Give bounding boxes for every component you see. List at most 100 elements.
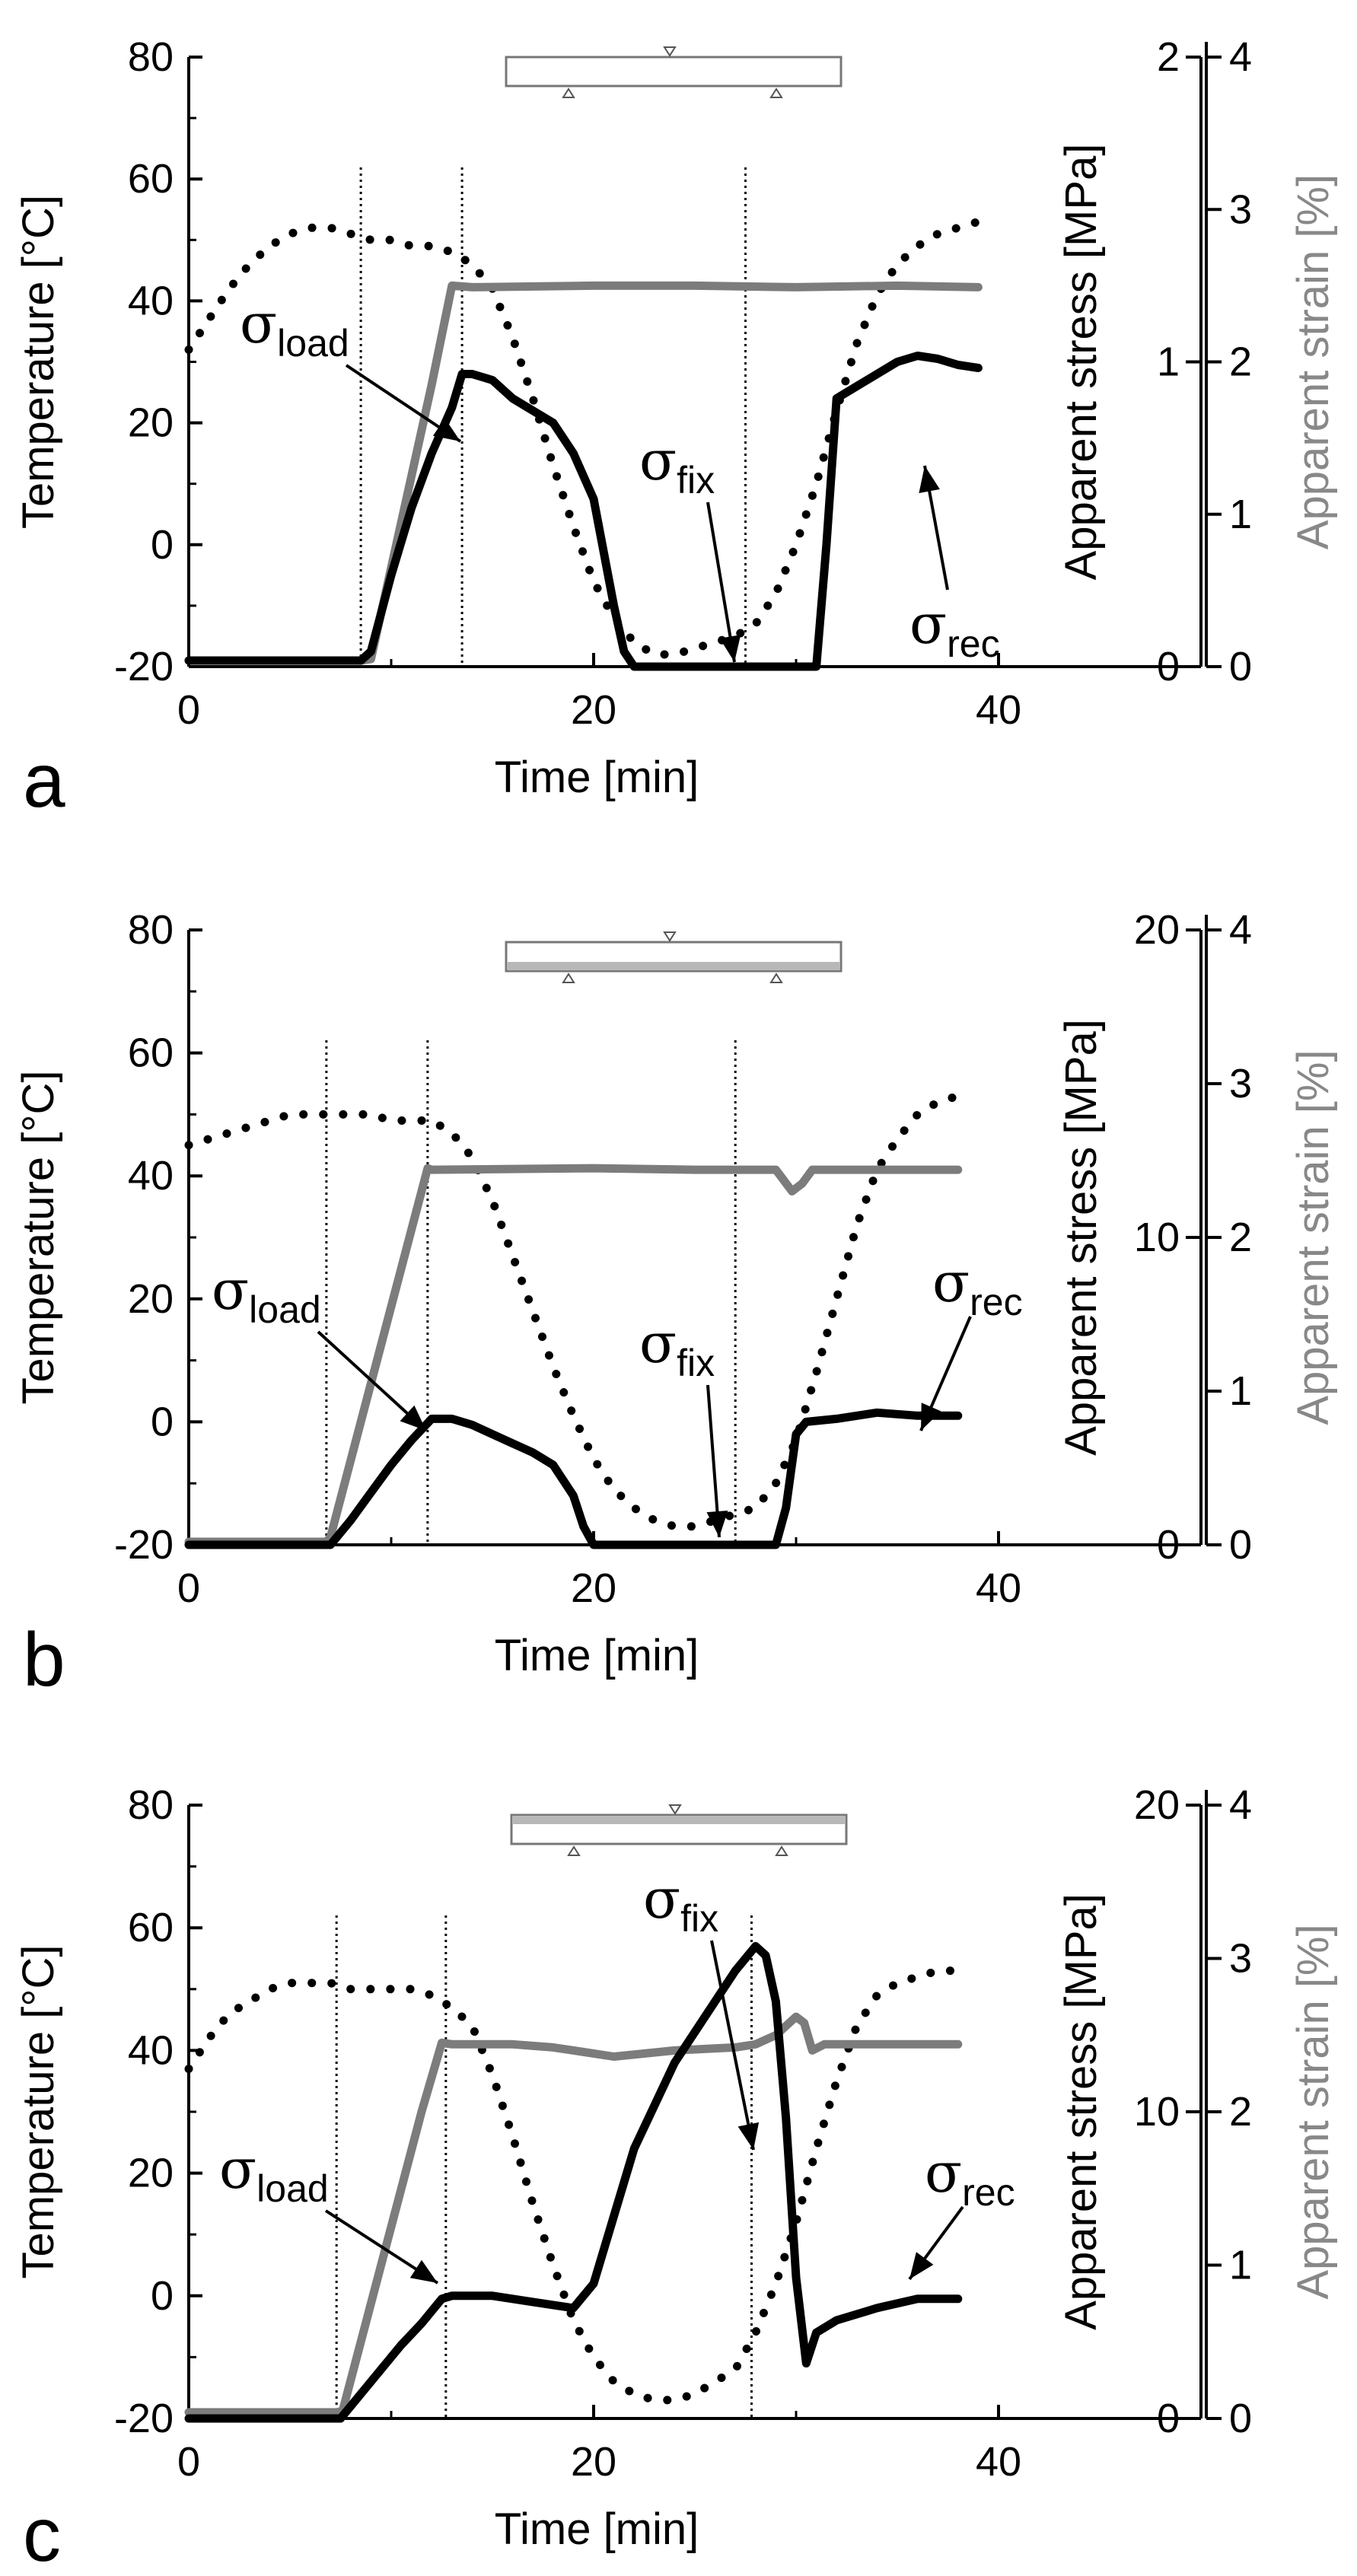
- temp-tick-label: 80: [128, 907, 174, 953]
- temperature-axis-title: Temperature [°C]: [14, 1070, 63, 1404]
- load-point-icon: [668, 1804, 682, 1815]
- temp-tick-label: -20: [114, 1522, 174, 1568]
- stress-axis-title: Apparent stress [MPa]: [1056, 1019, 1106, 1456]
- temp-tick-label: 80: [128, 1782, 174, 1828]
- x-tick-label: 20: [571, 2439, 616, 2485]
- beam-schematic-icon: [510, 1804, 848, 1856]
- strain-tick-label: 3: [1229, 186, 1252, 232]
- support-left-icon: [567, 1845, 581, 1856]
- stress-tick-label: 0: [1157, 644, 1180, 689]
- stress-axis-title: Apparent stress [MPa]: [1056, 1893, 1106, 2330]
- strain-tick-label: 4: [1229, 34, 1252, 80]
- temp-tick-label: 40: [128, 2027, 174, 2073]
- load-point-icon: [663, 931, 677, 942]
- temperature-axis-title: Temperature [°C]: [14, 1944, 63, 2278]
- x-axis-title: Time [min]: [495, 753, 699, 802]
- beam-rect: [505, 56, 843, 88]
- support-right-icon: [769, 88, 783, 98]
- strain-tick-label: 4: [1229, 1782, 1252, 1828]
- sigma-load-arrowhead: [432, 418, 460, 441]
- temp-tick-label: 20: [128, 400, 174, 446]
- temperature-series: [184, 1966, 963, 2405]
- stress-series: [184, 352, 983, 671]
- sigma-rec-arrowhead: [919, 466, 940, 493]
- strain-tick-label: 0: [1229, 1522, 1252, 1568]
- support-left-icon: [562, 973, 575, 983]
- beam-coating-top: [513, 1817, 845, 1824]
- temp-tick-label: 0: [151, 1399, 174, 1444]
- temp-tick-label: -20: [114, 2396, 174, 2441]
- stress-tick-label: 20: [1134, 907, 1180, 953]
- temp-tick-label: 20: [128, 1276, 174, 1322]
- temp-tick-label: 40: [128, 278, 174, 323]
- panel-letter: a: [23, 738, 65, 823]
- temp-tick-label: 40: [128, 1153, 174, 1199]
- sigma-rec-arrowhead: [909, 2252, 934, 2279]
- sigma-rec-label: σrec: [909, 592, 1000, 665]
- strain-tick-label: 1: [1229, 2243, 1252, 2288]
- stress-tick-label: 2: [1157, 34, 1180, 80]
- stress-axis-title: Apparent stress [MPa]: [1056, 144, 1106, 581]
- support-left-icon: [562, 88, 575, 98]
- strain-tick-label: 3: [1229, 1936, 1252, 1982]
- temperature-axis-title: Temperature [°C]: [14, 195, 63, 529]
- sigma-fix-label: σfix: [639, 1311, 715, 1384]
- sigma-load-label: σload: [219, 2137, 329, 2210]
- stress-tick-label: 20: [1134, 1782, 1180, 1828]
- stress-tick-label: 1: [1157, 339, 1180, 385]
- x-tick-label: 40: [976, 2439, 1021, 2485]
- sigma-load-arrowhead: [409, 2259, 438, 2283]
- strain-tick-label: 4: [1229, 907, 1252, 953]
- strain-tick-label: 0: [1229, 644, 1252, 689]
- sigma-load-label: σload: [212, 1258, 321, 1331]
- sigma-load-label: σload: [240, 291, 349, 365]
- x-tick-label: 20: [571, 687, 616, 733]
- x-tick-label: 0: [177, 1565, 200, 1611]
- beam-schematic-icon: [505, 46, 843, 98]
- sigma-fix-arrow: [706, 502, 736, 663]
- temp-tick-label: 60: [128, 1905, 174, 1950]
- sigma-load-arrowhead: [400, 1405, 426, 1431]
- sigma-rec-label: σrec: [932, 1250, 1023, 1323]
- strain-tick-label: 3: [1229, 1061, 1252, 1107]
- beam-coating-bottom: [508, 962, 839, 970]
- strain-series: [184, 2012, 963, 2417]
- stress-series: [184, 1941, 963, 2423]
- sigma-fix-label: σfix: [639, 428, 715, 502]
- strain-tick-label: 2: [1229, 2089, 1252, 2135]
- temperature-series: [184, 217, 983, 659]
- temp-tick-label: 0: [151, 522, 174, 568]
- sigma-fix-arrow: [710, 1940, 755, 2151]
- support-right-icon: [769, 973, 783, 983]
- beam-schematic-icon: [505, 931, 843, 983]
- strain-series: [184, 1164, 963, 1546]
- strain-axis-title: Apparent strain [%]: [1289, 1049, 1338, 1425]
- load-point-icon: [663, 46, 677, 57]
- sigma-fix-arrowhead: [737, 2122, 760, 2150]
- x-tick-label: 40: [976, 687, 1021, 733]
- stress-tick-label: 0: [1157, 1522, 1180, 1568]
- x-tick-label: 40: [976, 1565, 1021, 1611]
- x-tick-label: 0: [177, 2439, 200, 2485]
- strain-tick-label: 1: [1229, 1368, 1252, 1414]
- panel-letter: c: [23, 2492, 61, 2576]
- sigma-rec-label: σrec: [925, 2141, 1015, 2214]
- x-axis-title: Time [min]: [495, 1631, 699, 1680]
- temp-tick-label: 60: [128, 156, 174, 202]
- stress-tick-label: 10: [1134, 2089, 1180, 2135]
- sigma-rec-arrowhead: [921, 1403, 941, 1431]
- sigma-fix-arrowhead: [719, 635, 741, 662]
- strain-series: [184, 281, 983, 665]
- stress-series: [184, 1408, 963, 1549]
- strain-tick-label: 0: [1229, 2396, 1252, 2441]
- stress-tick-label: 0: [1157, 2396, 1180, 2441]
- sigma-fix-arrowhead: [706, 1511, 728, 1537]
- x-tick-label: 20: [571, 1565, 616, 1611]
- strain-tick-label: 1: [1229, 492, 1252, 537]
- support-right-icon: [775, 1845, 788, 1856]
- temp-tick-label: -20: [114, 644, 174, 689]
- stress-tick-label: 10: [1134, 1215, 1180, 1260]
- temp-tick-label: 80: [128, 34, 174, 80]
